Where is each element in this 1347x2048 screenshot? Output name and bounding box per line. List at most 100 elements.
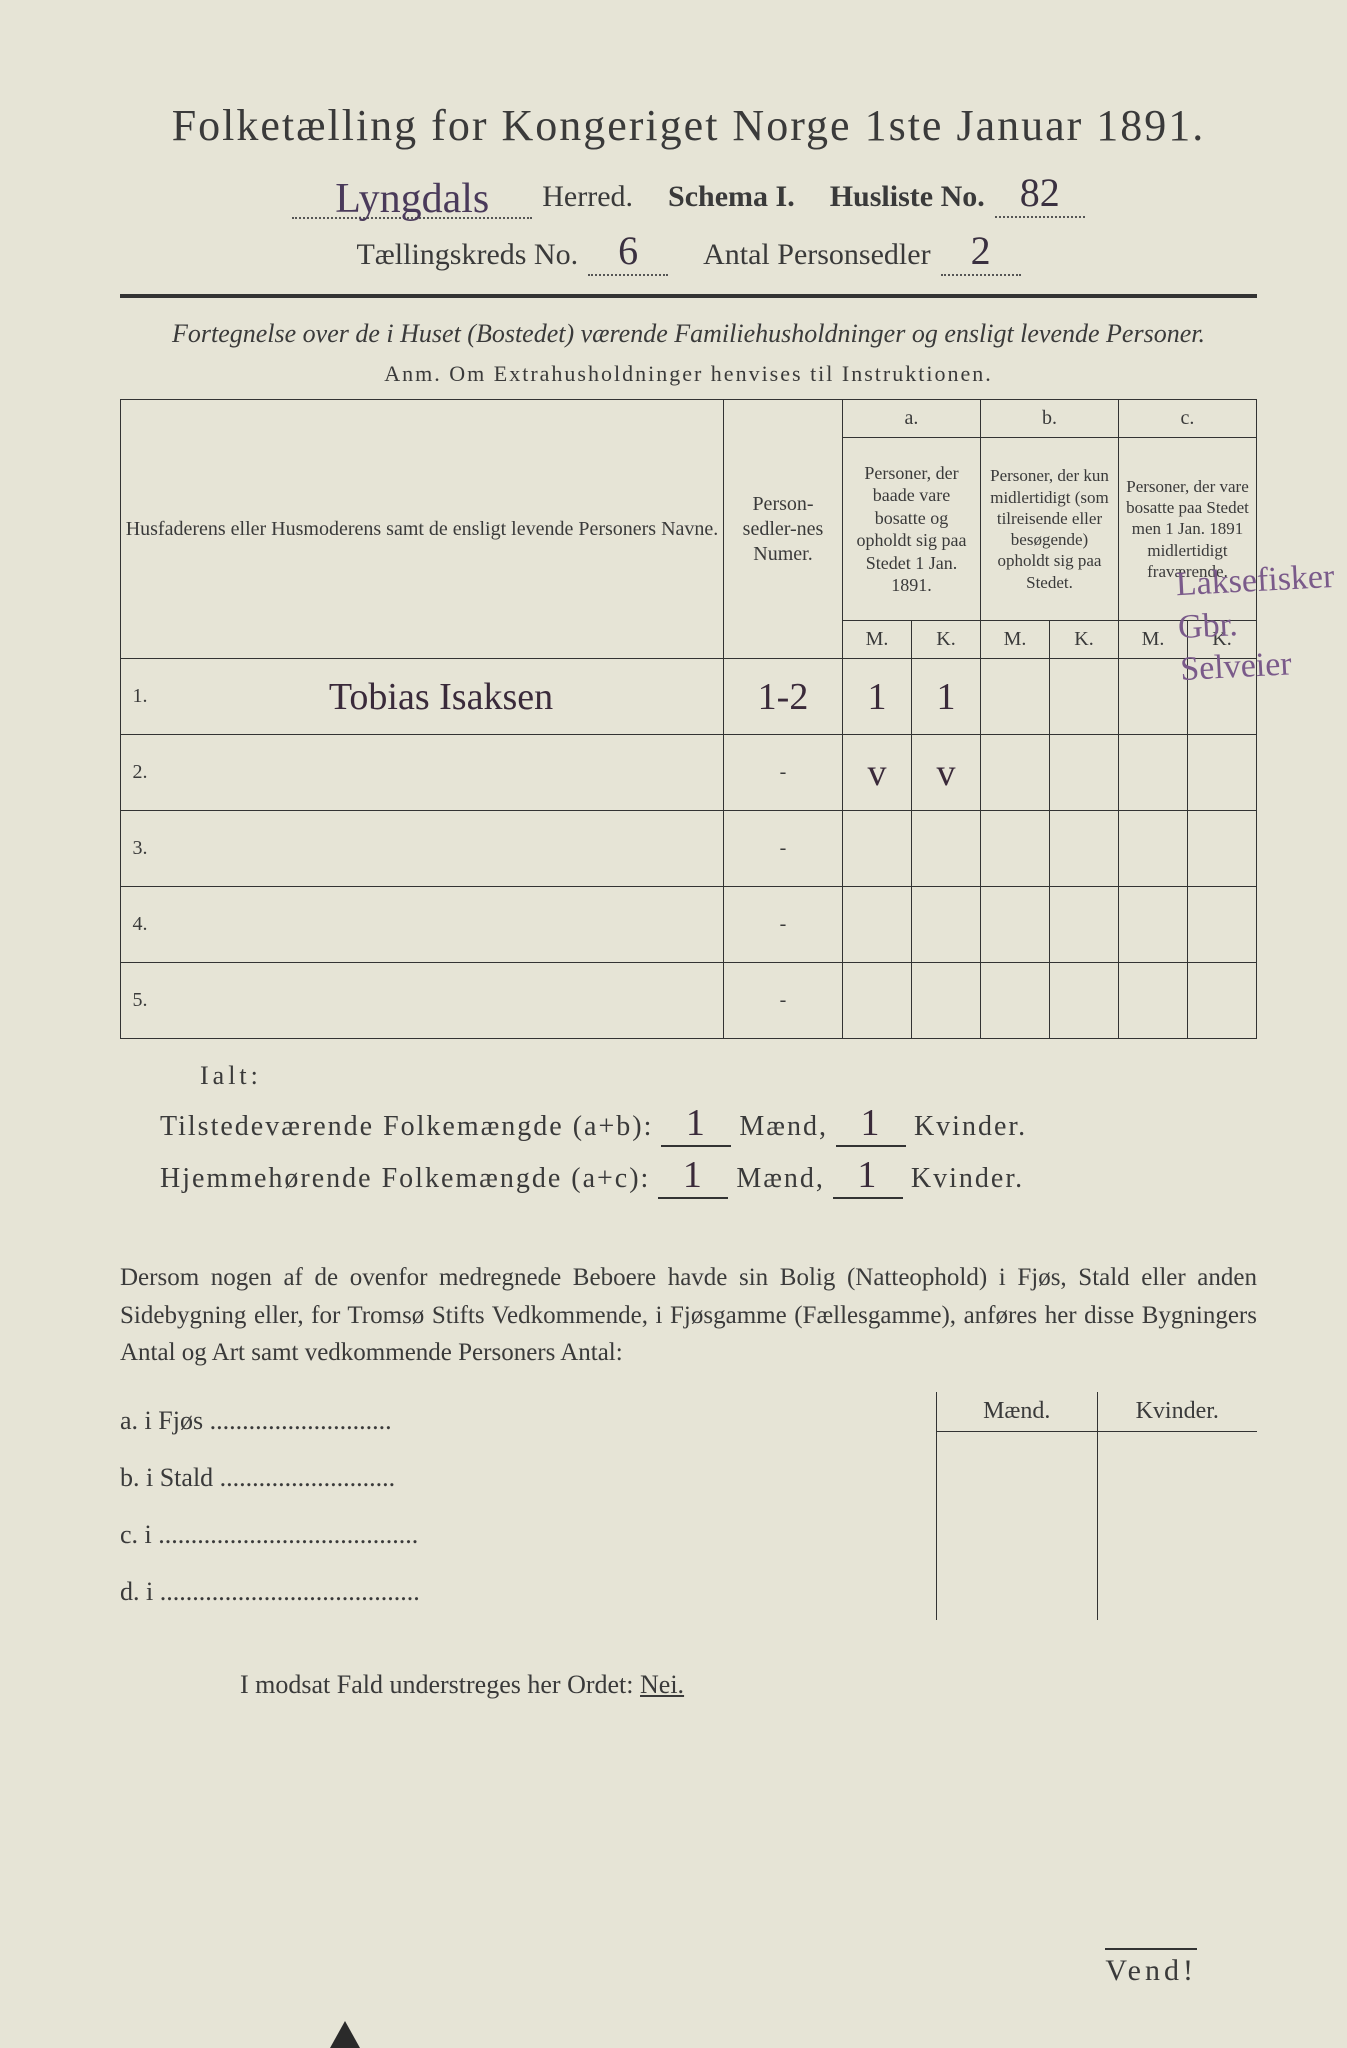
subtitle: Fortegnelse over de i Huset (Bostedet) v…	[120, 316, 1257, 351]
row-name	[159, 735, 724, 811]
col-names: Husfaderens eller Husmoderens samt de en…	[121, 400, 724, 659]
sum2-m: 1	[683, 1154, 704, 1196]
row-num: 5.	[121, 963, 160, 1039]
kvinder-header: Kvinder.	[1098, 1398, 1258, 1432]
cell: v	[868, 752, 887, 794]
table-row: 2. - v v	[121, 735, 1257, 811]
margin-annotation: Laksefisker Gbr. Selveier	[1175, 556, 1340, 692]
sum1-mlabel: Mænd,	[739, 1111, 828, 1143]
cell	[1119, 887, 1188, 963]
sub-row-d: d. i ...................................…	[120, 1563, 916, 1620]
cell	[912, 811, 981, 887]
cell	[1119, 659, 1188, 735]
cell	[843, 811, 912, 887]
sum-resident: Hjemmehørende Folkemængde (a+c): 1 Mænd,…	[160, 1153, 1257, 1199]
col-c-top: c.	[1119, 400, 1257, 438]
cell	[981, 811, 1050, 887]
sum1-m: 1	[686, 1102, 707, 1144]
row-name	[159, 887, 724, 963]
col-b-top: b.	[981, 400, 1119, 438]
cell: v	[937, 752, 956, 794]
cell	[1050, 963, 1119, 1039]
cell	[1050, 811, 1119, 887]
vend-label: Vend!	[1105, 1948, 1197, 1988]
cell	[1188, 963, 1257, 1039]
cell: -	[724, 735, 843, 811]
row-num: 3.	[121, 811, 160, 887]
sub-row-c: c. i ...................................…	[120, 1506, 916, 1563]
kreds-label: Tællingskreds No.	[356, 238, 578, 272]
cell	[1119, 963, 1188, 1039]
col-b: Personer, der kun midlertidigt (som tilr…	[981, 438, 1119, 621]
instruction-paragraph: Dersom nogen af de ovenfor medregnede Be…	[120, 1259, 1257, 1372]
cell	[981, 735, 1050, 811]
sum1-k: 1	[860, 1102, 881, 1144]
page-tear	[320, 2018, 370, 2048]
cell	[1050, 887, 1119, 963]
cell	[1188, 735, 1257, 811]
cell	[981, 963, 1050, 1039]
anm-note: Anm. Om Extrahusholdninger henvises til …	[120, 361, 1257, 387]
cell	[912, 887, 981, 963]
row-num: 4.	[121, 887, 160, 963]
header-line-1: Lyngdals Herred. Schema I. Husliste No. …	[120, 169, 1257, 219]
cell: -	[724, 887, 843, 963]
cell	[912, 963, 981, 1039]
cell: 1	[868, 676, 887, 718]
row-name: Tobias Isaksen	[329, 676, 553, 718]
sub-col-kvinder: Kvinder.	[1098, 1392, 1258, 1621]
nei-pre: I modsat Fald understreges her Ordet:	[240, 1670, 640, 1699]
col-num: Person-sedler-nes Numer.	[724, 400, 843, 659]
sub-left: a. i Fjøs ............................ b…	[120, 1392, 936, 1621]
cell	[1050, 735, 1119, 811]
divider	[120, 294, 1257, 298]
sum2-klabel: Kvinder.	[911, 1163, 1024, 1195]
margin-line: Laksefisker	[1175, 556, 1336, 607]
row-name	[159, 811, 724, 887]
col-a-top: a.	[843, 400, 981, 438]
table-row: 3. -	[121, 811, 1257, 887]
header-line-2: Tællingskreds No. 6 Antal Personsedler 2	[120, 227, 1257, 276]
kreds-value: 6	[618, 228, 638, 273]
cell	[1119, 735, 1188, 811]
col-a-m: M.	[843, 621, 912, 659]
page-title: Folketælling for Kongeriget Norge 1ste J…	[120, 100, 1257, 151]
sum1-klabel: Kvinder.	[914, 1111, 1027, 1143]
herred-value: Lyngdals	[335, 176, 489, 222]
cell	[1050, 659, 1119, 735]
sum2-mlabel: Mænd,	[736, 1163, 825, 1195]
cell	[981, 659, 1050, 735]
sum2-k: 1	[857, 1154, 878, 1196]
main-table: Husfaderens eller Husmoderens samt de en…	[120, 399, 1257, 1039]
sub-table: a. i Fjøs ............................ b…	[120, 1392, 1257, 1621]
sub-row-b: b. i Stald ...........................	[120, 1449, 916, 1506]
ialt-label: Ialt:	[200, 1061, 1257, 1091]
cell	[1119, 811, 1188, 887]
husliste-value: 82	[1020, 170, 1060, 215]
sub-col-maend: Mænd.	[937, 1392, 1098, 1621]
nei-line: I modsat Fald understreges her Ordet: Ne…	[240, 1670, 1257, 1700]
table-row: 1. Tobias Isaksen 1-2 1 1	[121, 659, 1257, 735]
cell	[843, 963, 912, 1039]
col-a: Personer, der baade vare bosatte og opho…	[843, 438, 981, 621]
row-num-range: 1-2	[758, 676, 809, 718]
row-name	[159, 963, 724, 1039]
herred-label: Herred.	[542, 180, 633, 214]
antal-value: 2	[971, 228, 991, 273]
cell	[1188, 887, 1257, 963]
antal-label: Antal Personsedler	[703, 238, 930, 272]
table-row: 4. -	[121, 887, 1257, 963]
col-b-k: K.	[1050, 621, 1119, 659]
cell: 1	[937, 676, 956, 718]
sub-row-a: a. i Fjøs ............................	[120, 1392, 916, 1449]
col-b-m: M.	[981, 621, 1050, 659]
margin-line: Selveier	[1180, 641, 1341, 692]
schema-label: Schema I.	[668, 180, 795, 214]
row-num: 2.	[121, 735, 160, 811]
sum1-label: Tilstedeværende Folkemængde (a+b):	[160, 1111, 653, 1143]
row-num: 1.	[121, 659, 160, 735]
nei-word: Nei.	[640, 1670, 684, 1699]
cell: -	[724, 963, 843, 1039]
husliste-label: Husliste No.	[830, 180, 985, 214]
cell: -	[724, 811, 843, 887]
